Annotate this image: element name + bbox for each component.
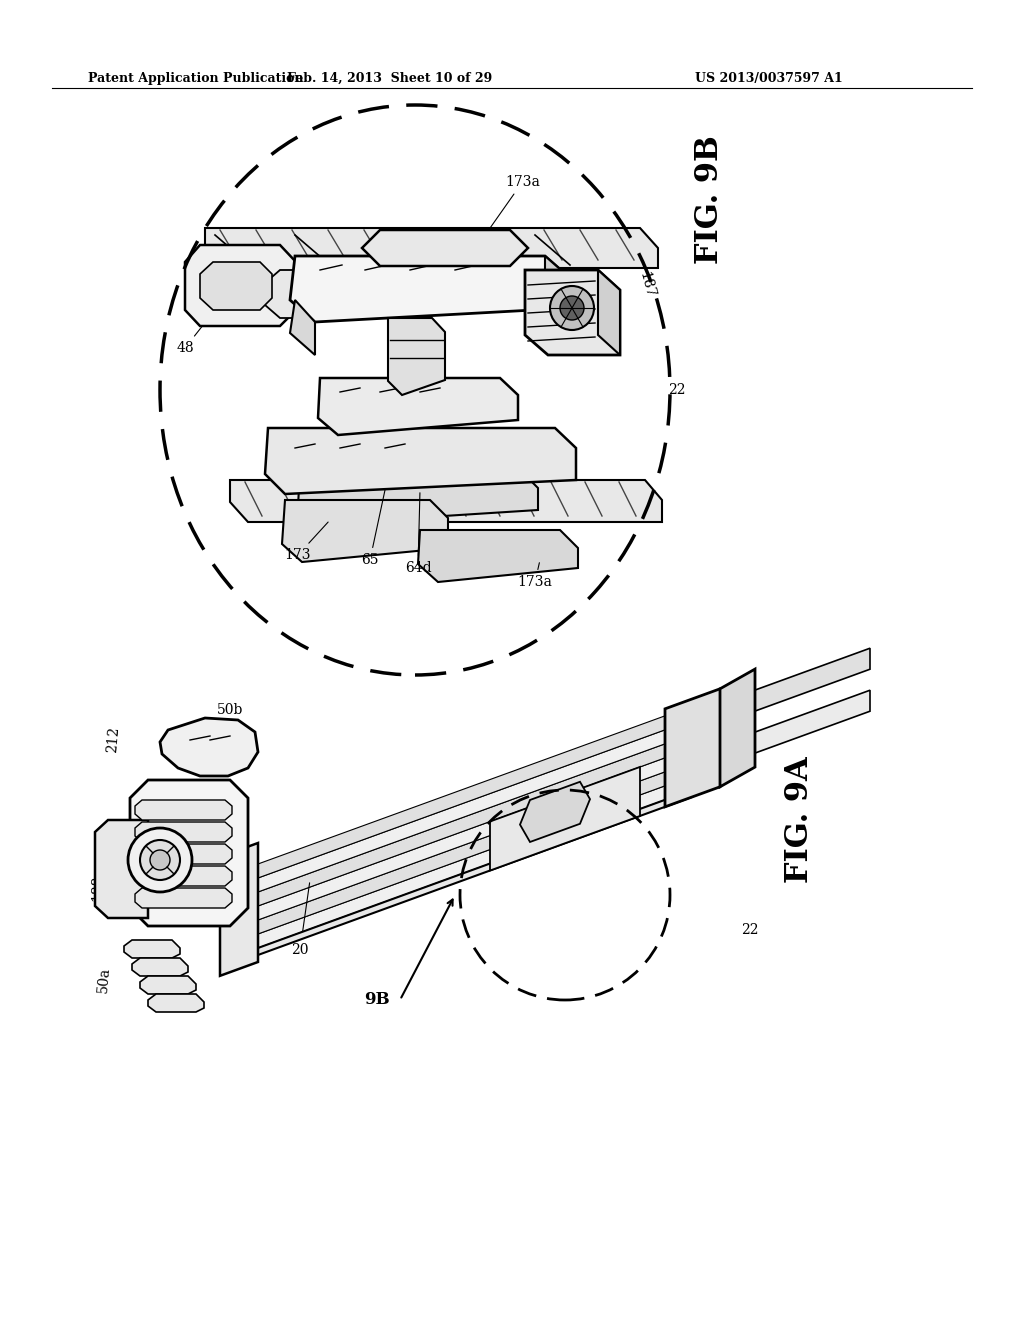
Polygon shape — [95, 820, 148, 917]
Polygon shape — [290, 300, 315, 355]
Text: 173: 173 — [285, 521, 328, 562]
Text: Patent Application Publication: Patent Application Publication — [88, 73, 303, 84]
Polygon shape — [265, 428, 575, 494]
Polygon shape — [230, 480, 662, 521]
Polygon shape — [598, 271, 620, 355]
Polygon shape — [132, 958, 188, 975]
Polygon shape — [298, 470, 538, 524]
Circle shape — [140, 840, 180, 880]
Polygon shape — [520, 781, 590, 842]
Polygon shape — [248, 738, 680, 909]
Text: 50b: 50b — [217, 704, 243, 717]
Polygon shape — [248, 725, 680, 896]
Polygon shape — [290, 256, 570, 322]
Text: 173a: 173a — [477, 176, 540, 246]
Text: Feb. 14, 2013  Sheet 10 of 29: Feb. 14, 2013 Sheet 10 of 29 — [288, 73, 493, 84]
Polygon shape — [248, 795, 693, 958]
Text: 176: 176 — [387, 280, 414, 294]
Polygon shape — [124, 940, 180, 958]
Text: 48: 48 — [176, 312, 213, 355]
Circle shape — [128, 828, 193, 892]
Polygon shape — [720, 669, 755, 787]
Text: 9B: 9B — [365, 991, 390, 1008]
Text: 188: 188 — [90, 875, 104, 902]
Polygon shape — [735, 690, 870, 760]
Circle shape — [550, 286, 594, 330]
Polygon shape — [418, 531, 578, 582]
Polygon shape — [265, 271, 355, 318]
Text: FIG. 9B: FIG. 9B — [694, 136, 725, 264]
Polygon shape — [135, 843, 232, 865]
Polygon shape — [160, 718, 258, 776]
Polygon shape — [490, 767, 640, 871]
Polygon shape — [135, 800, 232, 820]
Polygon shape — [665, 689, 735, 807]
Polygon shape — [185, 246, 296, 326]
Polygon shape — [248, 710, 680, 882]
Text: 20: 20 — [291, 883, 309, 957]
Text: 22: 22 — [741, 923, 759, 937]
Text: 173a: 173a — [517, 562, 552, 589]
Polygon shape — [388, 318, 445, 395]
Polygon shape — [248, 767, 680, 937]
Text: US 2013/0037597 A1: US 2013/0037597 A1 — [695, 73, 843, 84]
Polygon shape — [545, 256, 570, 308]
Polygon shape — [140, 975, 196, 994]
Polygon shape — [205, 228, 658, 268]
Polygon shape — [248, 780, 680, 952]
Circle shape — [150, 850, 170, 870]
Polygon shape — [220, 843, 258, 975]
Circle shape — [560, 296, 584, 319]
Polygon shape — [282, 500, 449, 562]
Text: 65: 65 — [361, 422, 399, 568]
Polygon shape — [735, 648, 870, 718]
Polygon shape — [148, 994, 204, 1012]
Polygon shape — [248, 752, 680, 924]
Polygon shape — [362, 230, 528, 267]
Polygon shape — [200, 261, 272, 310]
Polygon shape — [135, 888, 232, 908]
Polygon shape — [130, 780, 248, 927]
Text: FIG. 9A: FIG. 9A — [784, 756, 815, 883]
Polygon shape — [318, 378, 518, 436]
Text: 50a: 50a — [96, 966, 112, 994]
Polygon shape — [135, 822, 232, 842]
Text: 22: 22 — [668, 383, 685, 397]
Polygon shape — [525, 271, 620, 355]
Text: 187: 187 — [637, 271, 657, 300]
Text: 212: 212 — [104, 726, 121, 754]
Text: 64d: 64d — [404, 492, 431, 576]
Polygon shape — [135, 866, 232, 886]
